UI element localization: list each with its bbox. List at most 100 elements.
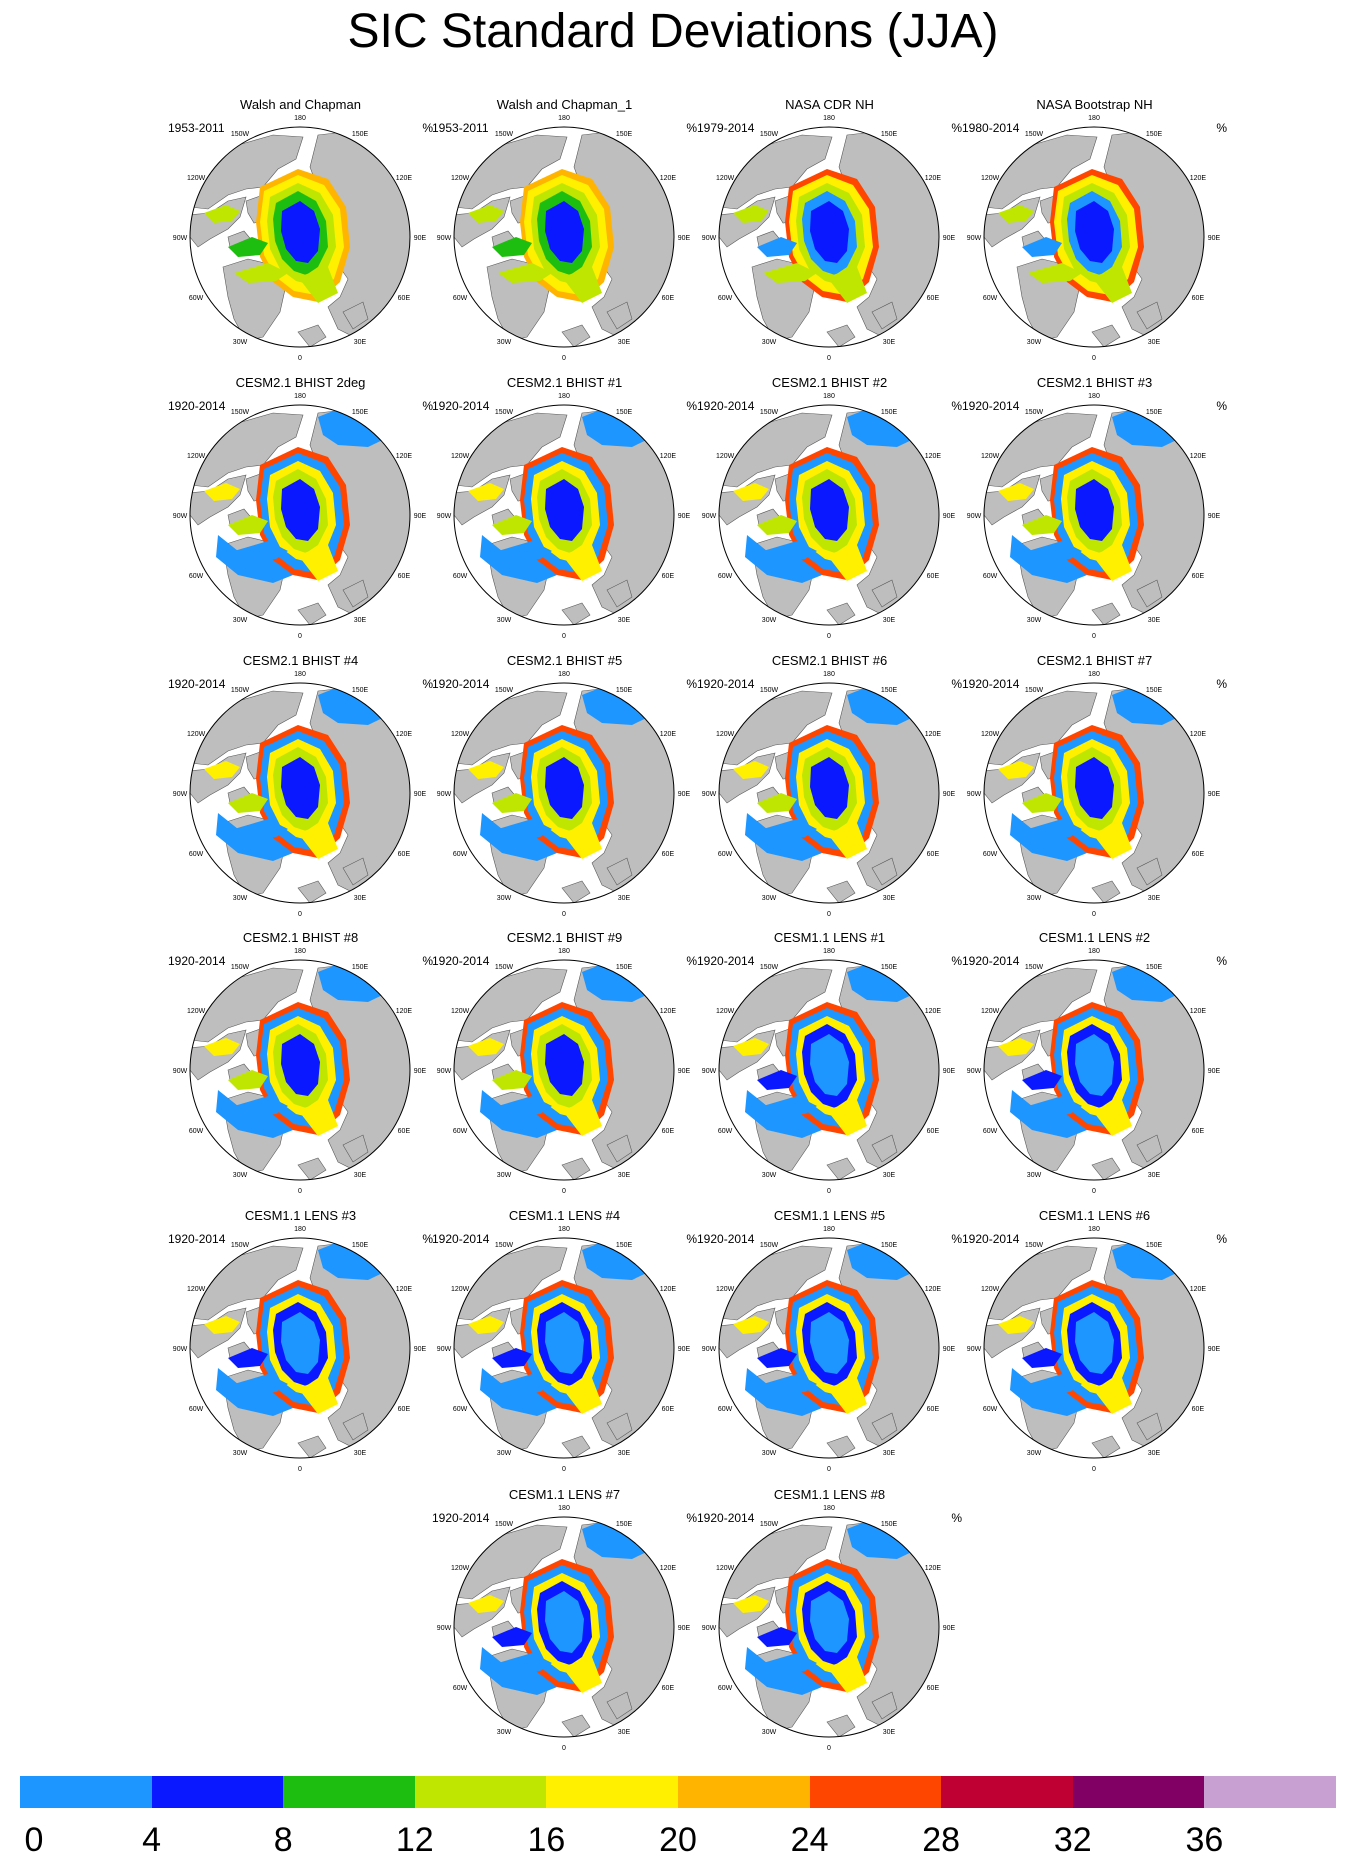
longitude-label: 150E	[352, 1242, 369, 1249]
longitude-label: 0	[562, 633, 566, 640]
longitude-label: 0	[827, 633, 831, 640]
longitude-label: 90W	[702, 791, 717, 798]
longitude-label: 150E	[352, 964, 369, 971]
longitude-label: 90W	[967, 513, 982, 520]
longitude-label: 150W	[760, 964, 779, 971]
longitude-label: 30E	[883, 1450, 896, 1457]
panel-years: 1920-2014	[432, 1232, 490, 1246]
longitude-label: 60W	[189, 295, 204, 302]
longitude-label: 60E	[662, 295, 675, 302]
longitude-label: 120W	[187, 1008, 206, 1015]
polar-map: 180 150W 150E 120W 120E 90W 90E 60W 60E 30W 30E 0	[967, 948, 1221, 1195]
longitude-label: 30E	[883, 617, 896, 624]
longitude-label: 120E	[660, 731, 677, 738]
polar-map: 180 150W 150E 120W 120E 90W 90E 60W 60E 30W 30E 0	[967, 1226, 1221, 1473]
longitude-label: 60E	[662, 1128, 675, 1135]
longitude-label: 120E	[925, 1286, 942, 1293]
longitude-label: 30W	[1027, 1450, 1042, 1457]
longitude-label: 150W	[495, 687, 514, 694]
longitude-label: 180	[823, 115, 835, 122]
longitude-label: 90W	[173, 1346, 188, 1353]
longitude-label: 30E	[1148, 617, 1161, 624]
longitude-label: 90W	[967, 235, 982, 242]
colorbar-swatch	[151, 1776, 284, 1808]
longitude-label: 90E	[943, 1625, 956, 1632]
longitude-label: 30E	[354, 1172, 367, 1179]
polar-map: 180 150W 150E 120W 120E 90W 90E 60W 60E 30W 30E 0	[437, 671, 691, 918]
longitude-label: 120E	[660, 175, 677, 182]
panel-unit: %	[951, 399, 962, 413]
map-panel: 180 150W 150E 120W 120E 90W 90E 60W 60E 30W 30E 0 CE…	[962, 375, 1227, 640]
longitude-label: 0	[1092, 1466, 1096, 1473]
colorbar-swatch	[941, 1776, 1074, 1808]
map-panel: 180 150W 150E 120W 120E 90W 90E 60W 60E 30W 30E 0 CE…	[168, 375, 433, 640]
longitude-label: 150E	[881, 1242, 898, 1249]
longitude-label: 150E	[881, 409, 898, 416]
longitude-label: 180	[1088, 1226, 1100, 1233]
map-panel: 180 150W 150E 120W 120E 90W 90E 60W 60E 30W 30E 0 CE…	[168, 930, 433, 1195]
polar-map: 180 150W 150E 120W 120E 90W 90E 60W 60E 30W 30E 0	[437, 1505, 691, 1752]
longitude-label: 120E	[396, 1008, 413, 1015]
longitude-label: 120W	[981, 1286, 1000, 1293]
map-panel: 180 150W 150E 120W 120E 90W 90E 60W 60E 30W 30E 0 NA…	[697, 97, 962, 362]
longitude-label: 150W	[1025, 964, 1044, 971]
longitude-label: 120W	[716, 1565, 735, 1572]
longitude-label: 60W	[983, 1406, 998, 1413]
longitude-label: 150W	[760, 131, 779, 138]
polar-map: 180 150W 150E 120W 120E 90W 90E 60W 60E 30W 30E 0	[967, 393, 1221, 640]
map-panel-grid: 180 150W 150E 120W 120E 90W 90E 60W 60E 30W 30E 0 Wa…	[168, 97, 1227, 1752]
map-panel: 180 150W 150E 120W 120E 90W 90E 60W 60E 30W 30E 0 Wa…	[432, 97, 697, 362]
map-panel: 180 150W 150E 120W 120E 90W 90E 60W 60E 30W 30E 0 CE…	[168, 653, 433, 918]
longitude-label: 150W	[1025, 131, 1044, 138]
longitude-label: 90W	[702, 513, 717, 520]
panel-years: 1920-2014	[697, 1511, 755, 1525]
longitude-label: 30W	[762, 895, 777, 902]
longitude-label: 90W	[702, 1625, 717, 1632]
map-panel: 180 150W 150E 120W 120E 90W 90E 60W 60E 30W 30E 0 NA…	[962, 97, 1227, 362]
longitude-label: 90W	[173, 235, 188, 242]
longitude-label: 60W	[453, 295, 468, 302]
longitude-label: 120E	[660, 1286, 677, 1293]
longitude-label: 60W	[718, 851, 733, 858]
panel-unit: %	[1216, 954, 1227, 968]
panel-title: CESM2.1 BHIST #8	[242, 930, 359, 945]
longitude-label: 60E	[662, 573, 675, 580]
longitude-label: 90E	[678, 513, 691, 520]
longitude-label: 180	[558, 115, 570, 122]
longitude-label: 30E	[618, 617, 631, 624]
panel-title: CESM2.1 BHIST #9	[506, 930, 623, 945]
longitude-label: 120E	[660, 453, 677, 460]
longitude-label: 150E	[881, 131, 898, 138]
longitude-label: 180	[1088, 393, 1100, 400]
longitude-label: 60W	[189, 1406, 204, 1413]
longitude-label: 120W	[716, 731, 735, 738]
longitude-label: 90W	[437, 1346, 452, 1353]
panel-years: 1920-2014	[962, 1232, 1020, 1246]
longitude-label: 180	[1088, 671, 1100, 678]
map-panel: 180 150W 150E 120W 120E 90W 90E 60W 60E 30W 30E 0 CE…	[697, 930, 962, 1195]
longitude-label: 180	[558, 393, 570, 400]
longitude-label: 120E	[660, 1008, 677, 1015]
polar-map: 180 150W 150E 120W 120E 90W 90E 60W 60E 30W 30E 0	[702, 115, 956, 362]
colorbar-swatch	[20, 1776, 153, 1808]
panel-unit: %	[686, 677, 697, 691]
panel-title: CESM2.1 BHIST #1	[506, 375, 623, 390]
longitude-label: 30E	[1148, 1450, 1161, 1457]
colorbar	[20, 1776, 1337, 1808]
longitude-label: 60E	[398, 851, 411, 858]
longitude-label: 0	[298, 1188, 302, 1195]
longitude-label: 30E	[1148, 339, 1161, 346]
longitude-label: 120W	[716, 453, 735, 460]
longitude-label: 120E	[660, 1565, 677, 1572]
longitude-label: 90W	[437, 791, 452, 798]
longitude-label: 150W	[495, 131, 514, 138]
longitude-label: 30W	[233, 617, 248, 624]
longitude-label: 120W	[451, 1008, 470, 1015]
longitude-label: 30E	[883, 1172, 896, 1179]
longitude-label: 60W	[189, 851, 204, 858]
longitude-label: 90E	[943, 513, 956, 520]
polar-map: 180 150W 150E 120W 120E 90W 90E 60W 60E 30W 30E 0	[173, 393, 427, 640]
longitude-label: 90E	[1208, 1346, 1221, 1353]
panel-years: 1920-2014	[432, 1511, 490, 1525]
longitude-label: 60W	[983, 851, 998, 858]
